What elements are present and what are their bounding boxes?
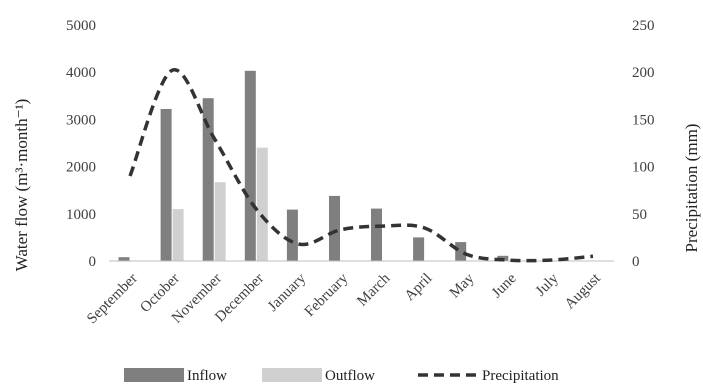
y-right-tick-label: 150 — [632, 112, 655, 128]
y-right-tick-label: 100 — [632, 160, 655, 176]
y-axis-right-title: Precipitation (mm) — [682, 124, 701, 253]
legend-swatch-inflow — [124, 368, 184, 382]
y-left-tick-label: 4000 — [66, 65, 96, 81]
y-left-tick-label: 2000 — [66, 160, 96, 176]
bar-inflow-october — [160, 109, 172, 261]
y-axis-left-title: Water flow (m³·month⁻¹) — [12, 99, 31, 272]
bar-inflow-may — [455, 242, 467, 261]
bar-inflow-january — [286, 209, 298, 261]
bar-outflow-november — [214, 182, 226, 261]
y-right-tick-label: 250 — [632, 18, 655, 34]
bar-inflow-february — [329, 195, 340, 261]
legend-label-precipitation: Precipitation — [482, 368, 559, 384]
precipitation-line-layer — [128, 68, 594, 263]
bar-inflow-november — [202, 98, 214, 261]
bar-inflow-september — [118, 257, 130, 261]
legend-label-inflow: Inflow — [187, 368, 227, 384]
bar-inflow-march — [371, 208, 382, 261]
bar-outflow-october — [172, 209, 184, 261]
legend-swatch-outflow — [262, 368, 322, 382]
x-tick-label-april: April — [402, 271, 436, 305]
bar-outflow-december — [256, 147, 268, 261]
x-tick-label-september: September — [84, 271, 141, 328]
y-left-tick-label: 1000 — [66, 207, 96, 223]
y-right-tick-label: 0 — [632, 254, 640, 270]
x-tick-label-june: June — [489, 270, 520, 301]
y-left-tick-label: 0 — [89, 254, 97, 270]
y-right-tick-label: 200 — [632, 65, 655, 81]
bar-inflow-april — [413, 237, 425, 261]
legend: Inflow Outflow Precipitation — [124, 368, 559, 384]
legend-label-outflow: Outflow — [325, 368, 375, 384]
x-tick-label-march: March — [354, 270, 393, 309]
x-tick-label-february: February — [302, 270, 352, 320]
bars-layer — [118, 70, 551, 261]
x-tick-label-july: July — [533, 270, 562, 299]
precipitation-line — [128, 68, 594, 263]
x-tick-label-august: August — [562, 270, 605, 313]
y-right-tick-label: 50 — [632, 207, 647, 223]
y-axis-left-ticks: 0 1000 2000 3000 4000 5000 — [66, 18, 96, 270]
y-left-tick-label: 5000 — [66, 18, 96, 34]
x-tick-label-may: May — [447, 270, 478, 301]
y-left-tick-label: 3000 — [66, 112, 96, 128]
x-axis-ticks: SeptemberOctoberNovemberDecemberJanuaryF… — [84, 270, 604, 327]
bar-inflow-december — [244, 70, 256, 261]
y-axis-right-ticks: 0 50 100 150 200 250 — [632, 18, 655, 270]
